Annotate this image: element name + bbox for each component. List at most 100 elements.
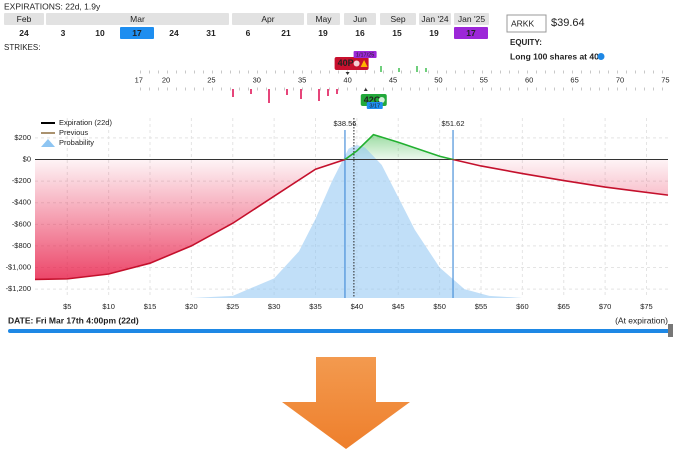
day-label: 17: [132, 28, 142, 38]
strike-label: 55: [480, 75, 488, 84]
strike-pointer: [363, 88, 368, 91]
y-tick-label: -$800: [12, 241, 31, 250]
strikes-label: STRIKES:: [4, 43, 40, 52]
legend-label: Previous: [59, 128, 88, 137]
month-tab[interactable]: [419, 13, 451, 25]
x-tick-label: $35: [309, 302, 322, 311]
strike-label: 30: [253, 75, 261, 84]
strike-label: 60: [525, 75, 533, 84]
month-tab[interactable]: [380, 13, 416, 25]
legend-label: Probability: [59, 138, 94, 147]
symbol: ARKK: [511, 18, 534, 28]
month-tab[interactable]: [232, 13, 304, 25]
month-tab[interactable]: [454, 13, 489, 25]
day-selected[interactable]: [120, 27, 154, 39]
date-tag-label: 1/17/25: [356, 52, 374, 58]
legend-swatch: [41, 139, 55, 147]
breakeven-label: $51.62: [442, 119, 465, 128]
date-tag: [353, 51, 377, 58]
strike-label: 75: [661, 75, 669, 84]
x-tick-label: $10: [102, 302, 115, 311]
x-tick-label: $45: [392, 302, 405, 311]
day-label: 10: [95, 28, 105, 38]
strike-label: 40: [343, 75, 351, 84]
x-tick-label: $20: [185, 302, 198, 311]
strike-label: 45: [389, 75, 397, 84]
price: $39.64: [551, 17, 585, 29]
day-label: 19: [429, 28, 439, 38]
month-label: Jan '25: [458, 14, 485, 24]
y-tick-label: -$600: [12, 219, 31, 228]
y-tick-label: -$1,200: [6, 284, 31, 293]
plot: [34, 118, 669, 298]
day-label: 16: [355, 28, 365, 38]
x-tick-label: $65: [557, 302, 570, 311]
strike-label: 20: [162, 75, 170, 84]
equity-label: EQUITY:: [510, 38, 542, 47]
legend-label: Expiration (22d): [59, 118, 112, 127]
symbol-input[interactable]: [506, 14, 547, 33]
x-tick-label: $30: [268, 302, 281, 311]
equity-text: Long 100 shares at 40: [510, 51, 599, 61]
x-tick-label: $40: [351, 302, 364, 311]
date-slider[interactable]: [8, 329, 670, 333]
volume-bars: [232, 89, 338, 103]
day-label: 15: [392, 28, 402, 38]
slider-thumb[interactable]: [668, 324, 673, 337]
day-label: 19: [318, 28, 328, 38]
strike-label: 25: [207, 75, 215, 84]
day-selected[interactable]: [454, 27, 488, 39]
day-label: 31: [206, 28, 216, 38]
month-label: Mar: [130, 14, 145, 24]
month-label: May: [315, 14, 332, 24]
strike-pointer: [345, 72, 350, 75]
position-label: 42C: [364, 95, 381, 105]
month-label: Jun: [353, 14, 367, 24]
x-tick-label: $60: [516, 302, 529, 311]
x-tick-label: $55: [475, 302, 488, 311]
date-tag: [366, 102, 383, 109]
expirations-label: EXPIRATIONS: 22d, 1.9y: [4, 1, 101, 11]
strike-label: 35: [298, 75, 306, 84]
expiration-note: (At expiration): [615, 315, 668, 325]
y-tick-label: $0: [23, 154, 31, 163]
x-tick-label: $75: [640, 302, 653, 311]
month-tab[interactable]: [307, 13, 340, 25]
month-tab[interactable]: [344, 13, 376, 25]
breakeven-label: $38.56: [333, 119, 356, 128]
position-badge[interactable]: [334, 57, 369, 70]
month-label: Feb: [17, 14, 32, 24]
y-tick-label: -$400: [12, 198, 31, 207]
strike-label: 17: [135, 75, 143, 84]
date-tag-label: 3/17: [369, 103, 380, 109]
probability-area: [191, 145, 523, 298]
down-arrow: [282, 357, 410, 449]
date-label: DATE: Fri Mar 17th 4:00pm (22d): [8, 315, 139, 325]
day-label: 21: [281, 28, 291, 38]
pl-line: [34, 133, 669, 281]
day-label: 6: [246, 28, 251, 38]
info-icon: [597, 53, 605, 60]
month-tab[interactable]: [4, 13, 44, 25]
y-tick-label: -$1,000: [6, 263, 31, 272]
day-label: 3: [61, 28, 66, 38]
month-label: Jan '24: [421, 14, 448, 24]
month-label: Apr: [261, 14, 274, 24]
day-label: 17: [466, 28, 476, 38]
x-tick-label: $50: [433, 302, 446, 311]
badge-icon: [378, 97, 385, 103]
strike-label: 65: [570, 75, 578, 84]
x-tick-label: $70: [599, 302, 612, 311]
y-tick-label: -$200: [12, 176, 31, 185]
strike-label: 50: [434, 75, 442, 84]
day-label: 24: [19, 28, 29, 38]
day-label: 24: [169, 28, 179, 38]
volume-bars: [380, 66, 427, 72]
warning-icon: [360, 60, 368, 67]
strike-label: 70: [616, 75, 624, 84]
month-tab[interactable]: [46, 13, 229, 25]
badge-icon: [353, 60, 360, 67]
x-tick-label: $25: [227, 302, 240, 311]
